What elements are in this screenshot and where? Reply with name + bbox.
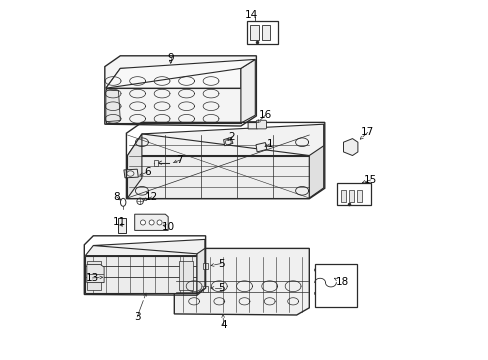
Bar (250, 25, 259, 40)
Polygon shape (309, 124, 323, 198)
Polygon shape (87, 265, 104, 283)
Polygon shape (174, 248, 309, 315)
Text: 5: 5 (217, 283, 224, 293)
Bar (337, 183, 370, 205)
Polygon shape (85, 256, 197, 293)
Circle shape (149, 220, 154, 225)
Text: 7: 7 (176, 155, 183, 165)
Bar (348, 190, 354, 202)
Bar (261, 25, 269, 40)
Text: 15: 15 (363, 175, 376, 185)
Polygon shape (123, 169, 138, 178)
Bar (179, 261, 193, 290)
Text: 3: 3 (134, 312, 140, 322)
Text: 14: 14 (244, 10, 258, 20)
Bar (203, 263, 208, 269)
Polygon shape (106, 68, 241, 88)
Polygon shape (256, 143, 266, 152)
Text: 9: 9 (167, 53, 174, 63)
Bar (87, 261, 101, 290)
Polygon shape (93, 239, 204, 254)
FancyBboxPatch shape (256, 120, 266, 129)
Polygon shape (106, 59, 255, 88)
Bar (314, 264, 356, 307)
Bar (340, 190, 346, 202)
Bar (356, 190, 362, 202)
Polygon shape (142, 124, 323, 156)
Text: 16: 16 (258, 110, 271, 120)
Bar (153, 160, 158, 166)
Polygon shape (241, 59, 255, 123)
Text: 2: 2 (228, 132, 235, 142)
Text: 11: 11 (112, 217, 125, 228)
Bar (118, 218, 125, 233)
Polygon shape (134, 214, 168, 230)
Polygon shape (343, 139, 357, 156)
Text: 1: 1 (266, 139, 272, 149)
Circle shape (157, 220, 162, 225)
Text: 13: 13 (86, 273, 99, 283)
Polygon shape (85, 246, 197, 256)
Polygon shape (197, 239, 204, 293)
Text: 8: 8 (113, 192, 120, 202)
Polygon shape (223, 138, 232, 146)
Polygon shape (106, 88, 241, 123)
Text: 4: 4 (220, 320, 226, 330)
Polygon shape (106, 90, 120, 122)
Text: 12: 12 (145, 192, 158, 202)
Polygon shape (104, 56, 256, 126)
Circle shape (140, 220, 145, 225)
Polygon shape (247, 122, 258, 129)
Text: 5: 5 (217, 258, 224, 269)
Bar (247, 21, 277, 44)
Polygon shape (127, 134, 142, 198)
Text: 6: 6 (143, 167, 150, 177)
Polygon shape (127, 134, 309, 156)
Text: 18: 18 (335, 277, 348, 287)
Bar (203, 286, 208, 292)
Text: 10: 10 (162, 222, 174, 232)
Text: 17: 17 (360, 127, 373, 138)
Polygon shape (127, 156, 309, 198)
